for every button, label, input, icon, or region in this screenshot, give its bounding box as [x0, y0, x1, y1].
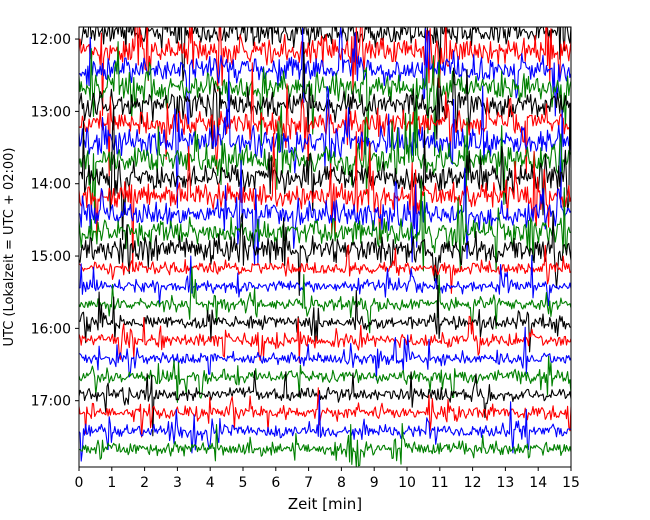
- x-tick-label: 3: [173, 475, 182, 491]
- x-tick-label: 15: [562, 475, 580, 491]
- x-tick-label: 2: [140, 475, 149, 491]
- trace-line: [79, 355, 571, 403]
- trace-line: [79, 254, 571, 307]
- trace-line: [79, 104, 571, 241]
- trace-line: [79, 27, 571, 82]
- trace-line: [79, 244, 571, 294]
- x-tick-label: 4: [206, 475, 215, 491]
- trace-line: [79, 394, 571, 462]
- y-tick-label: 15:00: [31, 249, 71, 265]
- x-tick-label: 12: [464, 475, 482, 491]
- trace-line: [79, 131, 571, 273]
- y-tick-label: 14:00: [31, 177, 71, 193]
- trace-line: [79, 160, 571, 266]
- x-axis-label: Zeit [min]: [288, 495, 362, 513]
- trace-line: [79, 27, 571, 128]
- x-tick-label: 7: [304, 475, 313, 491]
- y-axis: 12:00 13:00 14:00 15:00 16:00 17:00: [31, 32, 79, 410]
- trace-line: [79, 98, 571, 233]
- trace-line: [79, 387, 571, 438]
- trace-line: [79, 315, 571, 363]
- trace-line: [79, 284, 571, 353]
- x-tick-label: 0: [75, 475, 84, 491]
- trace-line: [79, 27, 571, 116]
- x-axis: 0 1 2 3 4 5 6 7 8 9 10 11 12 13 14 15: [75, 467, 580, 491]
- y-tick-label: 17:00: [31, 394, 71, 410]
- x-tick-label: 9: [370, 475, 379, 491]
- y-tick-label: 12:00: [31, 32, 71, 48]
- trace-line: [79, 62, 571, 178]
- x-tick-label: 8: [337, 475, 346, 491]
- x-tick-label: 5: [239, 475, 248, 491]
- trace-line: [79, 266, 571, 334]
- x-tick-label: 14: [529, 475, 547, 491]
- y-tick-label: 16:00: [31, 321, 71, 337]
- trace-line: [79, 41, 571, 157]
- trace-line: [79, 370, 571, 437]
- x-tick-label: 10: [398, 475, 416, 491]
- y-tick-label: 13:00: [31, 104, 71, 120]
- x-tick-label: 13: [496, 475, 514, 491]
- x-tick-label: 11: [431, 475, 449, 491]
- x-tick-label: 1: [107, 475, 116, 491]
- trace-line: [79, 210, 571, 296]
- trace-line: [79, 326, 571, 381]
- plot-frame: [78, 26, 572, 468]
- trace-line: [79, 178, 571, 272]
- seismic-traces: [79, 27, 571, 467]
- y-axis-label: UTC (Lokalzeit = UTC + 02:00): [2, 148, 17, 347]
- x-tick-label: 6: [271, 475, 280, 491]
- trace-line: [79, 423, 571, 467]
